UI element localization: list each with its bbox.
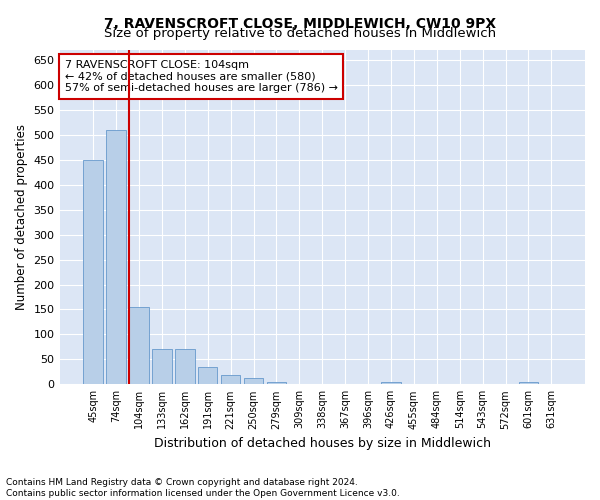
Bar — [221, 376, 241, 384]
Bar — [381, 382, 401, 384]
Y-axis label: Number of detached properties: Number of detached properties — [15, 124, 28, 310]
Text: 7 RAVENSCROFT CLOSE: 104sqm
← 42% of detached houses are smaller (580)
57% of se: 7 RAVENSCROFT CLOSE: 104sqm ← 42% of det… — [65, 60, 338, 93]
X-axis label: Distribution of detached houses by size in Middlewich: Distribution of detached houses by size … — [154, 437, 491, 450]
Bar — [198, 367, 217, 384]
Bar — [244, 378, 263, 384]
Text: Contains HM Land Registry data © Crown copyright and database right 2024.
Contai: Contains HM Land Registry data © Crown c… — [6, 478, 400, 498]
Bar — [519, 382, 538, 384]
Bar — [175, 350, 194, 384]
Text: 7, RAVENSCROFT CLOSE, MIDDLEWICH, CW10 9PX: 7, RAVENSCROFT CLOSE, MIDDLEWICH, CW10 9… — [104, 18, 496, 32]
Bar — [83, 160, 103, 384]
Bar — [106, 130, 126, 384]
Bar — [267, 382, 286, 384]
Bar — [152, 350, 172, 384]
Text: Size of property relative to detached houses in Middlewich: Size of property relative to detached ho… — [104, 28, 496, 40]
Bar — [129, 307, 149, 384]
